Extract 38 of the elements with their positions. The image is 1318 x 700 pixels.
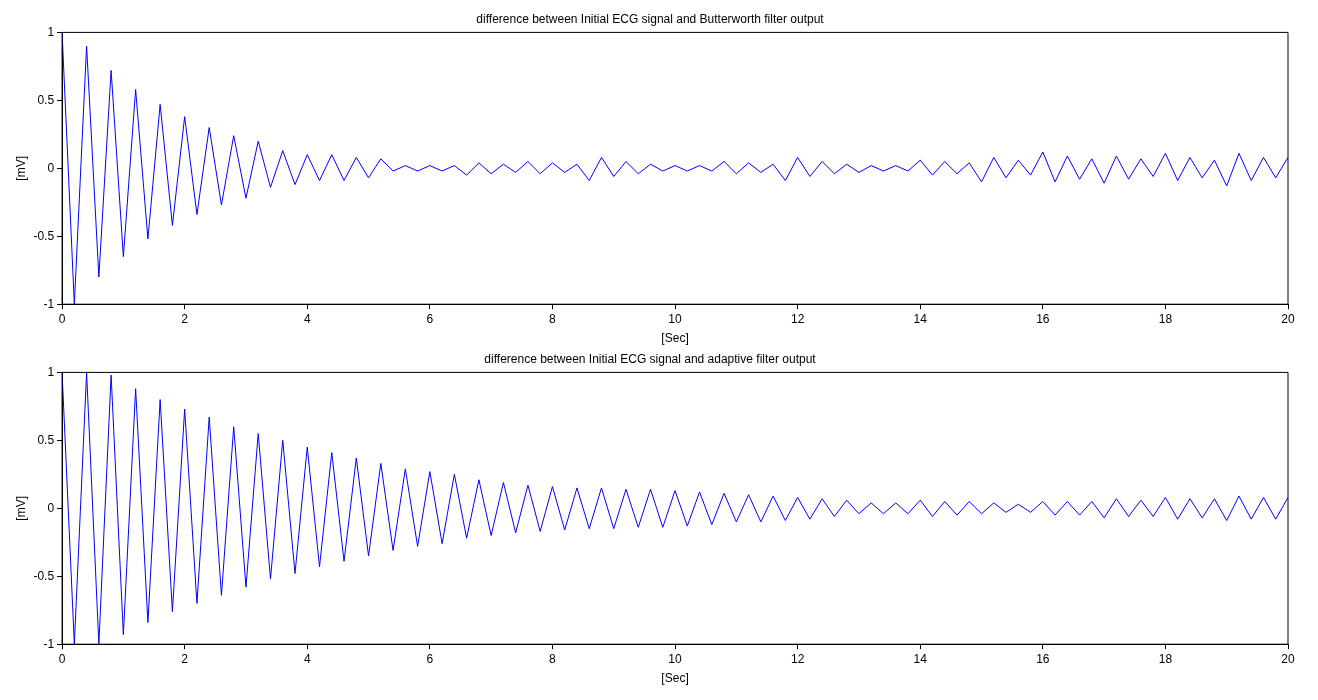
x-tick-label: 6 <box>426 651 434 666</box>
y-tick-label: 1 <box>47 364 55 379</box>
y-tick-label: 0 <box>47 500 55 515</box>
x-tick-label: 12 <box>790 311 805 326</box>
y-axis-title: [mV] <box>13 495 28 521</box>
y-tick-label: -0.5 <box>33 228 55 243</box>
x-tick-label: 20 <box>1281 311 1295 326</box>
x-tick-label: 8 <box>549 651 557 666</box>
x-tick-label: 10 <box>668 651 683 666</box>
x-tick-label: 2 <box>181 651 189 666</box>
y-tick-label: 1 <box>47 24 55 39</box>
x-tick-label: 6 <box>426 311 434 326</box>
y-tick-label: 0.5 <box>37 92 55 107</box>
y-tick-label: -1 <box>43 636 55 651</box>
x-tick-label: 14 <box>913 311 928 326</box>
x-tick-label: 10 <box>668 311 683 326</box>
x-tick-label: 8 <box>549 311 557 326</box>
chart-title: difference between Initial ECG signal and Butterworth filter output <box>476 11 825 26</box>
x-tick-label: 16 <box>1036 651 1050 666</box>
x-tick-label: 16 <box>1036 311 1050 326</box>
x-tick-label: 4 <box>303 651 311 666</box>
x-tick-label: 18 <box>1158 651 1173 666</box>
y-tick-label: -0.5 <box>33 568 55 583</box>
x-tick-label: 0 <box>58 311 66 326</box>
y-tick-label: 0 <box>47 160 55 175</box>
y-tick-label: -1 <box>43 296 55 311</box>
x-tick-label: 12 <box>790 651 805 666</box>
x-tick-label: 20 <box>1281 651 1295 666</box>
x-axis-title: [Sec] <box>661 331 689 346</box>
y-axis-title: [mV] <box>13 155 28 181</box>
x-axis-title: [Sec] <box>661 671 689 686</box>
chart-title: difference between Initial ECG signal and adaptive filter output <box>484 351 817 366</box>
x-tick-label: 0 <box>58 651 66 666</box>
x-tick-label: 2 <box>181 311 189 326</box>
x-tick-label: 18 <box>1158 311 1173 326</box>
x-tick-label: 14 <box>913 651 928 666</box>
y-tick-label: 0.5 <box>37 432 55 447</box>
x-tick-label: 4 <box>303 311 311 326</box>
